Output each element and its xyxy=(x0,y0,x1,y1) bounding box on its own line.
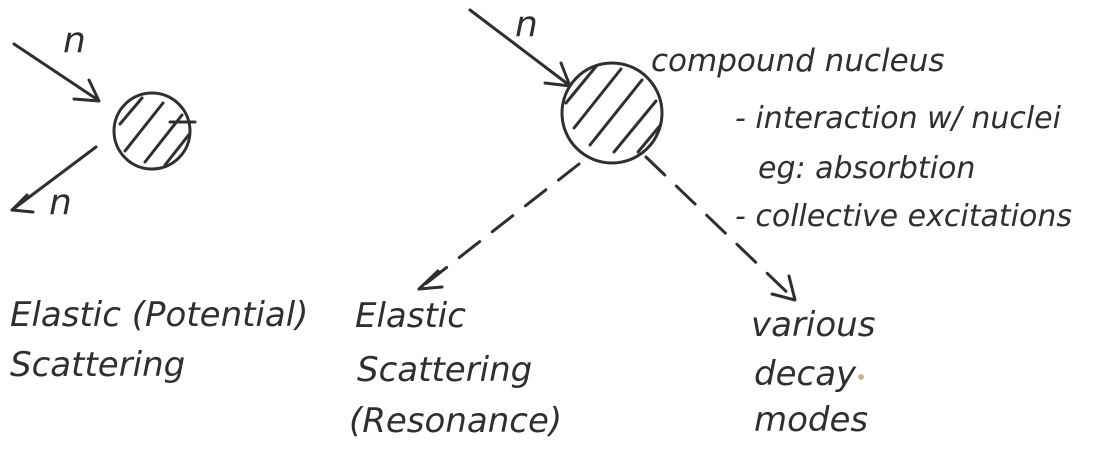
resonance-label-line-1: Elastic xyxy=(355,296,466,336)
paper-speck xyxy=(858,374,864,380)
decay-label-line-2: decay xyxy=(754,354,857,394)
left-caption-line-2: Scattering xyxy=(10,345,185,385)
decay-label-line-3: modes xyxy=(754,400,868,440)
resonance-label-line-3: (Resonance) xyxy=(349,401,562,441)
decay-label-line-1: various xyxy=(751,305,875,345)
compound-nucleus-title: compound nucleus xyxy=(651,43,945,79)
left-incoming-neutron-label: n xyxy=(63,20,86,61)
left-caption-line-1: Elastic (Potential) xyxy=(10,295,308,335)
right-compound-nucleus-diagram: n compound nucleus - interaction w/ nucl… xyxy=(349,4,1072,441)
compound-note-absorption: eg: absorbtion xyxy=(758,151,975,186)
compound-note-excitations: - collective excitations xyxy=(735,199,1072,234)
resonance-branch-arrow xyxy=(417,162,581,291)
right-incoming-neutron-label: n xyxy=(515,4,538,45)
left-scattering-diagram: n n Elastic (Potential) Scattering xyxy=(10,20,308,385)
decay-branch-arrow xyxy=(644,155,797,302)
compound-note-interaction: - interaction w/ nuclei xyxy=(735,101,1062,136)
left-outgoing-neutron-arrow xyxy=(10,145,98,214)
compound-nucleus xyxy=(560,61,664,165)
left-outgoing-neutron-label: n xyxy=(49,182,72,223)
left-incoming-neutron-arrow xyxy=(12,42,101,103)
resonance-label-line-2: Scattering xyxy=(357,350,532,390)
left-nucleus xyxy=(112,91,197,171)
